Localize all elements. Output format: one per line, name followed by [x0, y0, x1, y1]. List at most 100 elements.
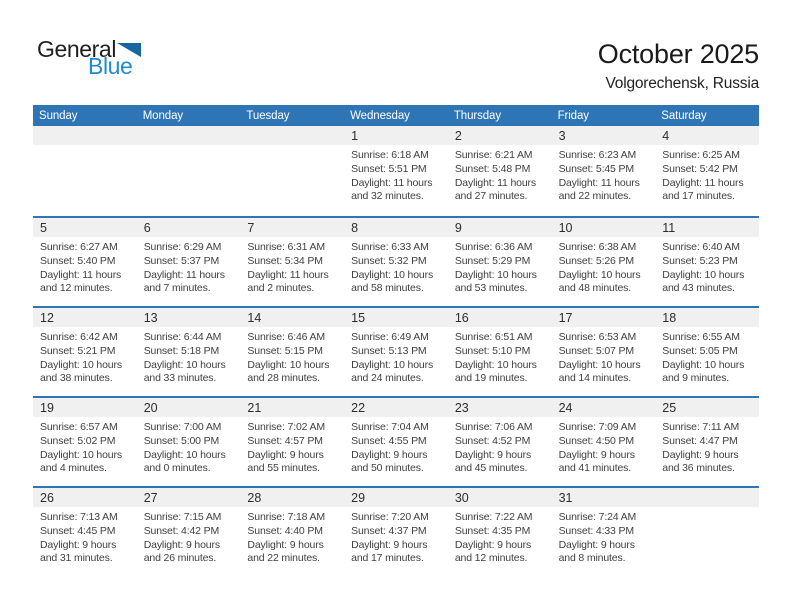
sunset-text: Sunset: 5:05 PM [662, 344, 738, 357]
sunset-text: Sunset: 4:33 PM [558, 524, 635, 537]
daylight-text: Daylight: 11 hours [454, 176, 536, 189]
sunset-text: Sunset: 4:50 PM [558, 434, 635, 447]
day-cell: Sunrise: 6:51 AM Sunset: 5:10 PM Daylight:… [448, 331, 552, 386]
sunset-text: Sunset: 5:29 PM [454, 254, 531, 267]
sunrise-text: Sunrise: 7:20 AM [351, 511, 429, 523]
week-row: 12 13 14 15 16 17 18 Sunrise: 6:42 AM Sunset: 5:… [33, 306, 759, 396]
daylight-text: Daylight: 10 hours [351, 268, 434, 281]
daylight-text-2: and 32 minutes. [351, 190, 424, 203]
day-cell: Sunrise: 6:44 AM Sunset: 5:18 PM Daylight:… [137, 331, 241, 386]
day-cell: Sunrise: 6:21 AM Sunset: 5:48 PM Daylight:… [448, 149, 552, 204]
sunset-text: Sunset: 5:45 PM [558, 162, 635, 175]
details-row: Sunrise: 6:27 AM Sunset: 5:40 PM Daylight:… [33, 237, 759, 296]
day-cell: Sunrise: 7:13 AM Sunset: 4:45 PM Daylight:… [33, 511, 137, 566]
daylight-text-2: and 17 minutes. [662, 190, 735, 203]
date-number: 27 [143, 490, 158, 505]
logo-general-label: General [37, 36, 117, 62]
date-number: 23 [454, 400, 469, 415]
date-band: 1 2 3 4 [33, 126, 759, 145]
daylight-text-2: and 55 minutes. [247, 462, 320, 475]
week-row: 26 27 28 29 30 31 Sunrise: 7:13 AM Sunset: 4:45… [33, 486, 759, 576]
daylight-text-2: and 53 minutes. [454, 282, 528, 295]
daylight-text: Daylight: 10 hours [454, 268, 537, 281]
sunrise-text: Sunrise: 7:09 AM [558, 421, 637, 433]
date-number: 11 [662, 220, 676, 235]
date-band: 19 20 21 22 23 24 25 [33, 398, 759, 417]
daylight-text: Daylight: 11 hours [143, 268, 225, 281]
calendar-table: Sunday Monday Tuesday Wednesday Thursday Frid… [33, 105, 759, 576]
date-number: 3 [558, 128, 566, 143]
day-cell: Sunrise: 6:55 AM Sunset: 5:05 PM Daylight:… [655, 331, 759, 386]
day-cell [33, 149, 137, 204]
date-number: 24 [558, 400, 573, 415]
sunset-text: Sunset: 5:10 PM [454, 344, 531, 357]
daylight-text-2: and 7 minutes. [143, 282, 211, 295]
date-number: 6 [143, 220, 151, 235]
sunset-text: Sunset: 4:52 PM [454, 434, 531, 447]
date-number: 4 [662, 128, 670, 143]
date-number: 8 [351, 220, 359, 235]
month-title: October 2025 [597, 39, 759, 69]
sunset-text: Sunset: 4:47 PM [662, 434, 738, 447]
day-cell: Sunrise: 7:22 AM Sunset: 4:35 PM Daylight:… [448, 511, 552, 566]
sunrise-text: Sunrise: 7:02 AM [247, 421, 325, 433]
date-band: 5 6 7 8 9 10 11 [33, 218, 759, 237]
day-cell: Sunrise: 6:40 AM Sunset: 5:23 PM Daylight:… [655, 241, 759, 296]
daylight-text-2: and 41 minutes. [558, 462, 632, 475]
day-cell: Sunrise: 6:49 AM Sunset: 5:13 PM Daylight:… [344, 331, 448, 386]
date-number: 1 [351, 128, 359, 143]
sunrise-text: Sunrise: 6:55 AM [662, 331, 740, 343]
daylight-text: Daylight: 10 hours [558, 358, 641, 371]
daylight-text-2: and 45 minutes. [454, 462, 528, 475]
day-cell: Sunrise: 6:57 AM Sunset: 5:02 PM Daylight:… [33, 421, 137, 476]
day-cell: Sunrise: 7:11 AM Sunset: 4:47 PM Daylight:… [655, 421, 759, 476]
sunrise-text: Sunrise: 6:31 AM [247, 241, 325, 253]
sunrise-text: Sunrise: 6:29 AM [143, 241, 222, 253]
details-row: Sunrise: 6:18 AM Sunset: 5:51 PM Daylight:… [33, 145, 759, 204]
date-number: 19 [40, 400, 54, 415]
sunset-text: Sunset: 5:34 PM [247, 254, 323, 267]
sunrise-text: Sunrise: 7:18 AM [247, 511, 325, 523]
sunset-text: Sunset: 5:40 PM [40, 254, 116, 267]
daylight-text-2: and 8 minutes. [558, 552, 626, 565]
weekday-header-row: Sunday Monday Tuesday Wednesday Thursday Frid… [33, 105, 759, 126]
sunrise-text: Sunrise: 6:53 AM [558, 331, 637, 343]
date-number: 15 [351, 310, 366, 325]
sunrise-text: Sunrise: 6:25 AM [662, 149, 740, 161]
sunset-text: Sunset: 5:13 PM [351, 344, 427, 357]
sunset-text: Sunset: 4:37 PM [351, 524, 427, 537]
sunset-text: Sunset: 5:18 PM [143, 344, 220, 357]
sunset-text: Sunset: 5:48 PM [454, 162, 531, 175]
daylight-text-2: and 0 minutes. [143, 462, 211, 475]
daylight-text-2: and 58 minutes. [351, 282, 424, 295]
day-cell: Sunrise: 7:04 AM Sunset: 4:55 PM Daylight:… [344, 421, 448, 476]
day-cell [240, 149, 344, 204]
daylight-text: Daylight: 9 hours [558, 448, 635, 461]
daylight-text: Daylight: 9 hours [40, 538, 117, 551]
day-cell: Sunrise: 6:25 AM Sunset: 5:42 PM Daylight:… [655, 149, 759, 204]
sunrise-text: Sunrise: 6:51 AM [454, 331, 533, 343]
details-row: Sunrise: 7:13 AM Sunset: 4:45 PM Daylight:… [33, 507, 759, 566]
daylight-text: Daylight: 9 hours [454, 538, 532, 551]
sunset-text: Sunset: 5:32 PM [351, 254, 427, 267]
day-cell [137, 149, 241, 204]
date-number: 21 [247, 400, 262, 415]
sunrise-text: Sunrise: 7:15 AM [143, 511, 222, 523]
date-number: 2 [454, 128, 462, 143]
date-number: 10 [558, 220, 573, 235]
sunrise-text: Sunrise: 6:38 AM [558, 241, 637, 253]
date-number: 29 [351, 490, 366, 505]
day-cell: Sunrise: 6:29 AM Sunset: 5:37 PM Daylight:… [137, 241, 241, 296]
day-cell: Sunrise: 6:31 AM Sunset: 5:34 PM Daylight:… [240, 241, 344, 296]
day-cell: Sunrise: 6:42 AM Sunset: 5:21 PM Daylight:… [33, 331, 137, 386]
week-row: 19 20 21 22 23 24 25 Sunrise: 6:57 AM Sunset: 5:… [33, 396, 759, 486]
sunrise-text: Sunrise: 6:18 AM [351, 149, 429, 161]
daylight-text: Daylight: 11 hours [40, 268, 122, 281]
date-number: 9 [454, 220, 462, 235]
sunrise-text: Sunrise: 6:49 AM [351, 331, 429, 343]
daylight-text: Daylight: 9 hours [247, 448, 324, 461]
week-rows-container: 1 2 3 4 Sunrise: 6:18 AM Sunset: 5:51 PM Dayli… [33, 126, 759, 576]
daylight-text-2: and 17 minutes. [351, 552, 424, 565]
sunrise-text: Sunrise: 7:00 AM [143, 421, 222, 433]
date-number: 26 [40, 490, 54, 505]
